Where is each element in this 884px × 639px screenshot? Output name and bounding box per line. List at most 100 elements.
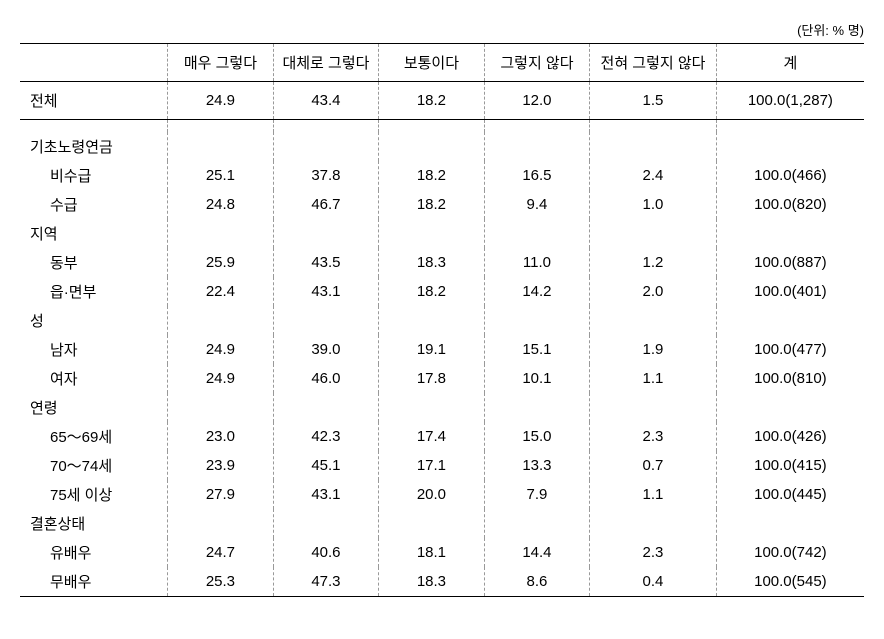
table-row: 비수급25.137.818.216.52.4100.0(466) bbox=[20, 161, 864, 190]
row-cell bbox=[716, 509, 864, 538]
table-row: 75세 이상27.943.120.07.91.1100.0(445) bbox=[20, 480, 864, 509]
table-row: 연령 bbox=[20, 393, 864, 422]
row-cell bbox=[590, 219, 717, 248]
row-label: 65～69세 bbox=[20, 422, 168, 451]
row-cell: 100.0(426) bbox=[716, 422, 864, 451]
row-cell: 15.1 bbox=[484, 335, 590, 364]
row-cell bbox=[590, 132, 717, 161]
row-cell: 16.5 bbox=[484, 161, 590, 190]
row-cell: 24.7 bbox=[168, 538, 274, 567]
row-cell bbox=[168, 393, 274, 422]
row-cell: 24.8 bbox=[168, 190, 274, 219]
row-cell bbox=[379, 509, 485, 538]
table-row: 성 bbox=[20, 306, 864, 335]
row-cell: 1.0 bbox=[590, 190, 717, 219]
row-cell: 25.9 bbox=[168, 248, 274, 277]
row-label: 지역 bbox=[20, 219, 168, 248]
row-cell: 1.5 bbox=[590, 82, 717, 120]
row-cell: 1.1 bbox=[590, 480, 717, 509]
unit-label: (단위: % 명) bbox=[20, 20, 864, 39]
row-label: 남자 bbox=[20, 335, 168, 364]
row-cell: 100.0(466) bbox=[716, 161, 864, 190]
row-cell: 15.0 bbox=[484, 422, 590, 451]
row-cell: 100.0(820) bbox=[716, 190, 864, 219]
row-cell: 43.1 bbox=[273, 277, 379, 306]
row-cell: 23.0 bbox=[168, 422, 274, 451]
row-label: 전체 bbox=[20, 82, 168, 120]
table-container: (단위: % 명) 매우 그렇다 대체로 그렇다 보통이다 그렇지 않다 전혀 … bbox=[20, 20, 864, 597]
row-cell bbox=[273, 509, 379, 538]
row-label: 결혼상태 bbox=[20, 509, 168, 538]
row-cell: 2.3 bbox=[590, 538, 717, 567]
row-cell: 18.3 bbox=[379, 567, 485, 597]
row-cell bbox=[716, 120, 864, 133]
row-cell bbox=[484, 306, 590, 335]
row-cell: 2.4 bbox=[590, 161, 717, 190]
row-cell: 9.4 bbox=[484, 190, 590, 219]
row-cell: 43.1 bbox=[273, 480, 379, 509]
header-c3: 보통이다 bbox=[379, 44, 485, 82]
row-cell: 14.2 bbox=[484, 277, 590, 306]
row-cell: 24.9 bbox=[168, 335, 274, 364]
row-cell bbox=[484, 132, 590, 161]
row-cell: 10.1 bbox=[484, 364, 590, 393]
row-cell: 1.1 bbox=[590, 364, 717, 393]
row-label: 75세 이상 bbox=[20, 480, 168, 509]
row-cell bbox=[168, 509, 274, 538]
row-label: 수급 bbox=[20, 190, 168, 219]
row-cell: 17.4 bbox=[379, 422, 485, 451]
row-cell: 17.1 bbox=[379, 451, 485, 480]
table-row: 수급24.846.718.29.41.0100.0(820) bbox=[20, 190, 864, 219]
row-cell: 39.0 bbox=[273, 335, 379, 364]
row-cell bbox=[484, 509, 590, 538]
row-cell: 100.0(1,287) bbox=[716, 82, 864, 120]
row-cell: 25.1 bbox=[168, 161, 274, 190]
table-row: 기초노령연금 bbox=[20, 132, 864, 161]
row-cell: 8.6 bbox=[484, 567, 590, 597]
row-cell: 46.7 bbox=[273, 190, 379, 219]
row-cell: 14.4 bbox=[484, 538, 590, 567]
row-cell: 22.4 bbox=[168, 277, 274, 306]
row-cell: 18.2 bbox=[379, 82, 485, 120]
row-cell: 100.0(810) bbox=[716, 364, 864, 393]
row-cell bbox=[379, 393, 485, 422]
row-cell: 43.5 bbox=[273, 248, 379, 277]
row-cell: 18.2 bbox=[379, 190, 485, 219]
row-cell: 46.0 bbox=[273, 364, 379, 393]
row-cell: 27.9 bbox=[168, 480, 274, 509]
row-cell: 17.8 bbox=[379, 364, 485, 393]
row-cell: 18.2 bbox=[379, 277, 485, 306]
row-cell bbox=[484, 393, 590, 422]
row-cell bbox=[168, 306, 274, 335]
row-cell bbox=[273, 219, 379, 248]
header-c4: 그렇지 않다 bbox=[484, 44, 590, 82]
table-row bbox=[20, 120, 864, 133]
row-cell: 43.4 bbox=[273, 82, 379, 120]
row-cell bbox=[590, 509, 717, 538]
data-table: 매우 그렇다 대체로 그렇다 보통이다 그렇지 않다 전혀 그렇지 않다 계 전… bbox=[20, 43, 864, 597]
row-cell: 100.0(401) bbox=[716, 277, 864, 306]
row-cell bbox=[590, 306, 717, 335]
header-c5: 전혀 그렇지 않다 bbox=[590, 44, 717, 82]
row-cell: 100.0(545) bbox=[716, 567, 864, 597]
row-cell: 100.0(445) bbox=[716, 480, 864, 509]
row-cell bbox=[716, 393, 864, 422]
row-cell: 100.0(477) bbox=[716, 335, 864, 364]
table-row: 지역 bbox=[20, 219, 864, 248]
row-cell bbox=[273, 132, 379, 161]
row-cell bbox=[273, 120, 379, 133]
row-cell: 24.9 bbox=[168, 82, 274, 120]
row-cell: 25.3 bbox=[168, 567, 274, 597]
row-cell bbox=[379, 219, 485, 248]
row-cell bbox=[484, 219, 590, 248]
table-row: 결혼상태 bbox=[20, 509, 864, 538]
row-cell bbox=[379, 120, 485, 133]
row-cell: 1.9 bbox=[590, 335, 717, 364]
row-cell: 13.3 bbox=[484, 451, 590, 480]
row-label bbox=[20, 120, 168, 133]
table-row: 70～74세23.945.117.113.30.7100.0(415) bbox=[20, 451, 864, 480]
row-cell: 40.6 bbox=[273, 538, 379, 567]
row-cell: 12.0 bbox=[484, 82, 590, 120]
row-cell bbox=[716, 219, 864, 248]
row-cell bbox=[716, 132, 864, 161]
